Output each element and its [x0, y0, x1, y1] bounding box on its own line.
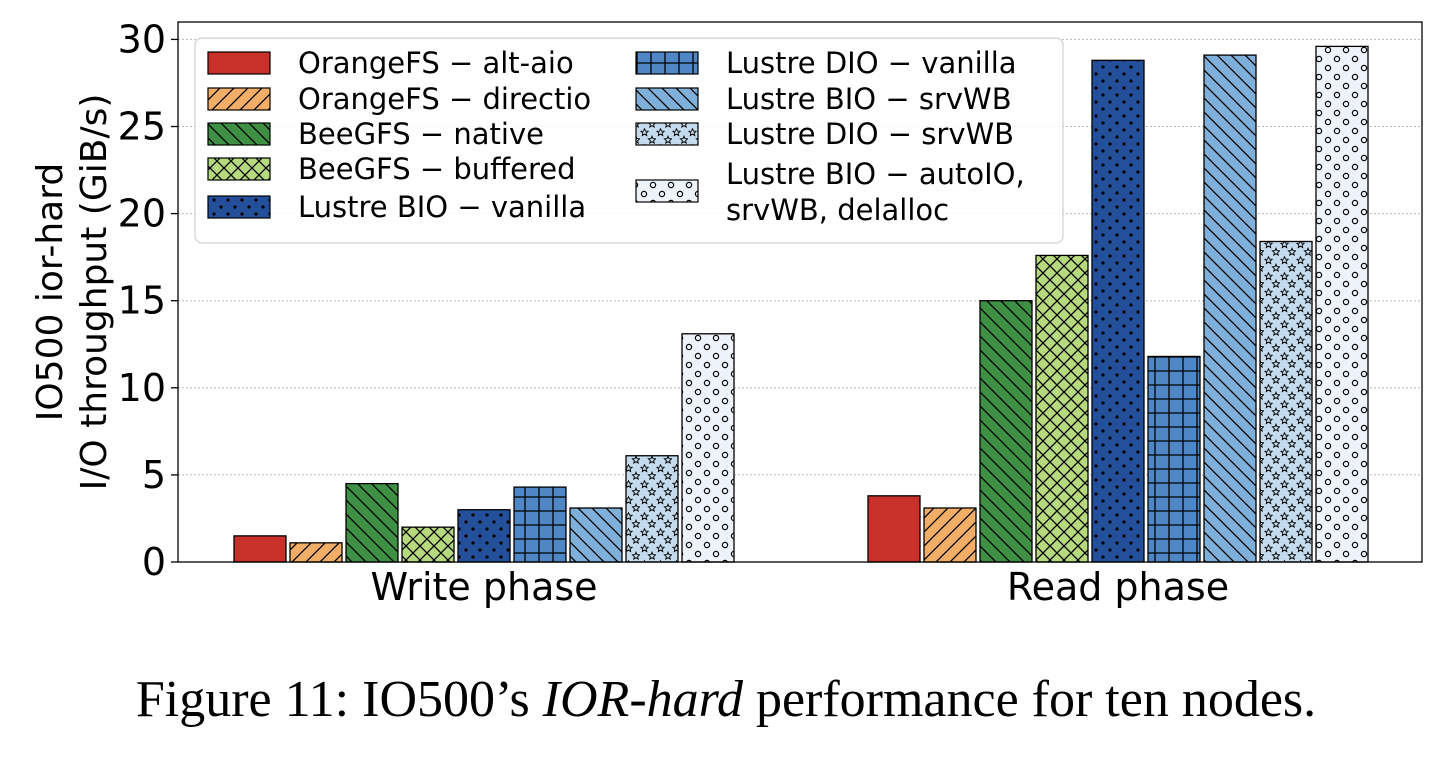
legend-label: Lustre BIO − autoIO, — [726, 157, 1025, 191]
bar-chart: Write phase Read phase 0 5 10 15 20 25 30 IO500 i… — [30, 17, 1423, 609]
y-tick-label: 30 — [118, 17, 166, 61]
y-axis-label-line1: IO500 ior-hard — [30, 163, 71, 422]
bar — [1315, 45, 1369, 563]
caption-prefix: Figure 11: IO500’s — [135, 671, 543, 728]
bar — [1091, 59, 1145, 563]
x-tick-label: Read phase — [1007, 565, 1229, 609]
legend-swatch — [207, 157, 271, 181]
y-tick-label: 10 — [118, 366, 166, 410]
legend-swatch — [207, 122, 271, 146]
bar — [289, 542, 343, 563]
bar — [457, 509, 511, 563]
axes: Write phase Read phase 0 5 10 15 20 25 30 IO500 i… — [30, 17, 1423, 609]
legend-label: BeeGFS − buffered — [298, 152, 576, 186]
bar — [681, 333, 735, 563]
legend-label: OrangeFS − alt-aio — [298, 46, 574, 80]
bar — [401, 526, 455, 563]
legend-swatch — [635, 87, 699, 111]
legend-swatch — [635, 51, 699, 75]
bar — [625, 455, 679, 563]
legend-label: Lustre BIO − vanilla — [298, 190, 586, 224]
bar — [923, 507, 977, 563]
legend-box — [194, 37, 1064, 244]
legend-swatch — [635, 122, 699, 146]
legend-swatch — [207, 51, 271, 75]
legend-swatch — [635, 179, 699, 203]
y-tick-label: 15 — [118, 279, 166, 323]
bar — [233, 535, 287, 563]
caption-suffix: performance for ten nodes. — [742, 671, 1317, 728]
legend-swatch — [207, 87, 271, 111]
figure-caption: Figure 11: IO500’s IOR-hard performance … — [0, 670, 1452, 729]
legend-label: Lustre DIO − srvWB — [726, 117, 1014, 151]
plot-frame — [177, 21, 1423, 563]
bar — [1035, 254, 1089, 563]
legend-label: Lustre DIO − vanilla — [726, 46, 1017, 80]
bar — [979, 300, 1033, 563]
bar — [1147, 355, 1201, 563]
bars — [233, 45, 1369, 563]
y-tick-label: 25 — [118, 105, 166, 149]
y-tick-label: 20 — [118, 192, 166, 236]
y-axis-label-line2: I/O throughput (GiB/s) — [74, 94, 115, 491]
bar — [1203, 54, 1257, 563]
x-tick-label: Write phase — [370, 565, 597, 609]
bar — [513, 486, 567, 563]
legend-swatch — [207, 195, 271, 219]
legend-label: OrangeFS − directio — [298, 82, 591, 116]
y-tick-label: 5 — [142, 453, 166, 497]
y-tick-label: 0 — [142, 540, 166, 584]
bar — [345, 482, 399, 563]
legend-label: Lustre BIO − srvWB — [726, 82, 1012, 116]
bar — [867, 495, 921, 563]
chart: Write phase Read phase 0 5 10 15 20 25 30 IO500 i… — [30, 17, 1423, 609]
caption-italic: IOR-hard — [542, 671, 743, 728]
bar — [1259, 240, 1313, 563]
legend-label: BeeGFS − native — [298, 117, 544, 151]
legend-label: srvWB, delalloc — [726, 193, 949, 227]
bar — [569, 507, 623, 563]
